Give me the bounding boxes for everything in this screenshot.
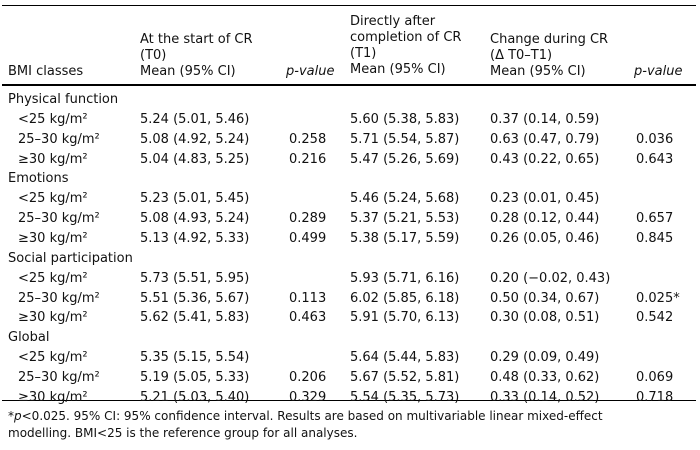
header-pvalue-1: p-value bbox=[286, 64, 335, 79]
table-cell-delta: 0.43 (0.22, 0.65) bbox=[490, 151, 600, 167]
table-cell-p2: 0.025* bbox=[636, 290, 680, 306]
table-bottom-rule bbox=[2, 400, 696, 401]
table-cell-t0: 5.04 (4.83, 5.25) bbox=[140, 151, 250, 167]
table-top-rule bbox=[2, 5, 696, 6]
table-cell-p2: 0.718 bbox=[636, 389, 674, 405]
table-cell-p2: 0.657 bbox=[636, 211, 674, 227]
table-cell-t0: 5.13 (4.92, 5.33) bbox=[140, 230, 250, 246]
header-t0-line1: At the start of CR bbox=[140, 32, 253, 47]
table-cell-delta: 0.37 (0.14, 0.59) bbox=[490, 111, 600, 127]
table-cell-t1: 5.38 (5.17, 5.59) bbox=[350, 230, 460, 246]
table-cell-t1: 5.54 (5.35, 5.73) bbox=[350, 389, 460, 405]
table-cell-bmi: 25–30 kg/m² bbox=[18, 290, 100, 306]
header-t1-line1: Directly after bbox=[350, 14, 436, 29]
table-cell-p2: 0.845 bbox=[636, 230, 674, 246]
header-t0: At the start of CR (T0) Mean (95% CI) bbox=[140, 32, 253, 80]
table-cell-p1: 0.206 bbox=[289, 369, 327, 385]
table-cell-p2: 0.542 bbox=[636, 310, 674, 326]
footnote-line2: modelling. BMI<25 is the reference group… bbox=[8, 426, 358, 440]
table-cell-bmi: ≥30 kg/m² bbox=[18, 389, 88, 405]
table-cell-p2: 0.036 bbox=[636, 131, 674, 147]
table-cell-t1: 5.91 (5.70, 6.13) bbox=[350, 310, 460, 326]
header-t0-line2: (T0) bbox=[140, 48, 167, 63]
table-cell-t0: 5.62 (5.41, 5.83) bbox=[140, 310, 250, 326]
table-cell-p1: 0.289 bbox=[289, 211, 327, 227]
table-cell-delta: 0.48 (0.33, 0.62) bbox=[490, 369, 600, 385]
section-title: Global bbox=[8, 330, 50, 346]
table-cell-t1: 5.46 (5.24, 5.68) bbox=[350, 191, 460, 207]
table-cell-bmi: <25 kg/m² bbox=[18, 270, 88, 286]
table-cell-bmi: 25–30 kg/m² bbox=[18, 369, 100, 385]
header-t1-line4: Mean (95% CI) bbox=[350, 62, 446, 77]
section-title: Emotions bbox=[8, 171, 69, 187]
header-pvalue-2: p-value bbox=[634, 64, 683, 79]
table-cell-bmi: ≥30 kg/m² bbox=[18, 230, 88, 246]
table-cell-p1: 0.463 bbox=[289, 310, 327, 326]
section-title: Social participation bbox=[8, 250, 133, 266]
table-cell-bmi: <25 kg/m² bbox=[18, 111, 88, 127]
table-cell-delta: 0.50 (0.34, 0.67) bbox=[490, 290, 600, 306]
table-cell-t0: 5.35 (5.15, 5.54) bbox=[140, 350, 250, 366]
header-delta-line2: (Δ T0–T1) bbox=[490, 48, 553, 63]
table-cell-t1: 6.02 (5.85, 6.18) bbox=[350, 290, 460, 306]
table-cell-t1: 5.64 (5.44, 5.83) bbox=[350, 350, 460, 366]
table-cell-t0: 5.19 (5.05, 5.33) bbox=[140, 369, 250, 385]
table-cell-t1: 5.60 (5.38, 5.83) bbox=[350, 111, 460, 127]
table-cell-p2: 0.643 bbox=[636, 151, 674, 167]
table-cell-t1: 5.93 (5.71, 6.16) bbox=[350, 270, 460, 286]
table-cell-t0: 5.51 (5.36, 5.67) bbox=[140, 290, 250, 306]
table-cell-t1: 5.71 (5.54, 5.87) bbox=[350, 131, 460, 147]
table-cell-p1: 0.499 bbox=[289, 230, 327, 246]
table-cell-p1: 0.113 bbox=[289, 290, 327, 306]
header-delta: Change during CR (Δ T0–T1) Mean (95% CI) bbox=[490, 32, 608, 80]
table-cell-bmi: ≥30 kg/m² bbox=[18, 151, 88, 167]
table-cell-bmi: 25–30 kg/m² bbox=[18, 131, 100, 147]
table-cell-delta: 0.33 (0.14, 0.52) bbox=[490, 389, 600, 405]
header-t0-line3: Mean (95% CI) bbox=[140, 64, 236, 79]
header-bmi-classes: BMI classes bbox=[8, 64, 84, 79]
header-t1-line3: (T1) bbox=[350, 46, 377, 61]
section-title: Physical function bbox=[8, 92, 119, 107]
table-cell-delta: 0.20 (−0.02, 0.43) bbox=[490, 270, 611, 286]
table-cell-delta: 0.29 (0.09, 0.49) bbox=[490, 350, 600, 366]
header-delta-line3: Mean (95% CI) bbox=[490, 64, 586, 79]
table-cell-t0: 5.08 (4.93, 5.24) bbox=[140, 211, 250, 227]
footnote-symbol: *p bbox=[8, 409, 22, 423]
table-cell-p1: 0.258 bbox=[289, 131, 327, 147]
table-cell-p1: 0.329 bbox=[289, 389, 327, 405]
table-cell-delta: 0.63 (0.47, 0.79) bbox=[490, 131, 600, 147]
header-t1: Directly after completion of CR (T1) Mea… bbox=[350, 14, 461, 78]
table-cell-t1: 5.37 (5.21, 5.53) bbox=[350, 211, 460, 227]
table-cell-delta: 0.23 (0.01, 0.45) bbox=[490, 191, 600, 207]
table-footnote: *p<0.025. 95% CI: 95% confidence interva… bbox=[8, 408, 692, 442]
header-delta-line1: Change during CR bbox=[490, 32, 609, 47]
table-header-rule bbox=[2, 84, 696, 86]
table-cell-bmi: 25–30 kg/m² bbox=[18, 211, 100, 227]
table-cell-bmi: <25 kg/m² bbox=[18, 191, 88, 207]
table-cell-t0: 5.73 (5.51, 5.95) bbox=[140, 270, 250, 286]
table-cell-t0: 5.21 (5.03, 5.40) bbox=[140, 389, 250, 405]
table-cell-p2: 0.069 bbox=[636, 369, 674, 385]
table-cell-t0: 5.24 (5.01, 5.46) bbox=[140, 111, 250, 127]
table-cell-delta: 0.26 (0.05, 0.46) bbox=[490, 230, 600, 246]
table-cell-delta: 0.30 (0.08, 0.51) bbox=[490, 310, 600, 326]
table-cell-bmi: ≥30 kg/m² bbox=[18, 310, 88, 326]
table-cell-p1: 0.216 bbox=[289, 151, 327, 167]
table-cell-t0: 5.23 (5.01, 5.45) bbox=[140, 191, 250, 207]
table-cell-delta: 0.28 (0.12, 0.44) bbox=[490, 211, 600, 227]
footnote-line1: <0.025. 95% CI: 95% confidence interval.… bbox=[21, 409, 603, 423]
table-cell-t0: 5.08 (4.92, 5.24) bbox=[140, 131, 250, 147]
table-cell-t1: 5.67 (5.52, 5.81) bbox=[350, 369, 460, 385]
table-cell-bmi: <25 kg/m² bbox=[18, 350, 88, 366]
table-cell-t1: 5.47 (5.26, 5.69) bbox=[350, 151, 460, 167]
header-t1-line2: completion of CR bbox=[350, 30, 462, 45]
